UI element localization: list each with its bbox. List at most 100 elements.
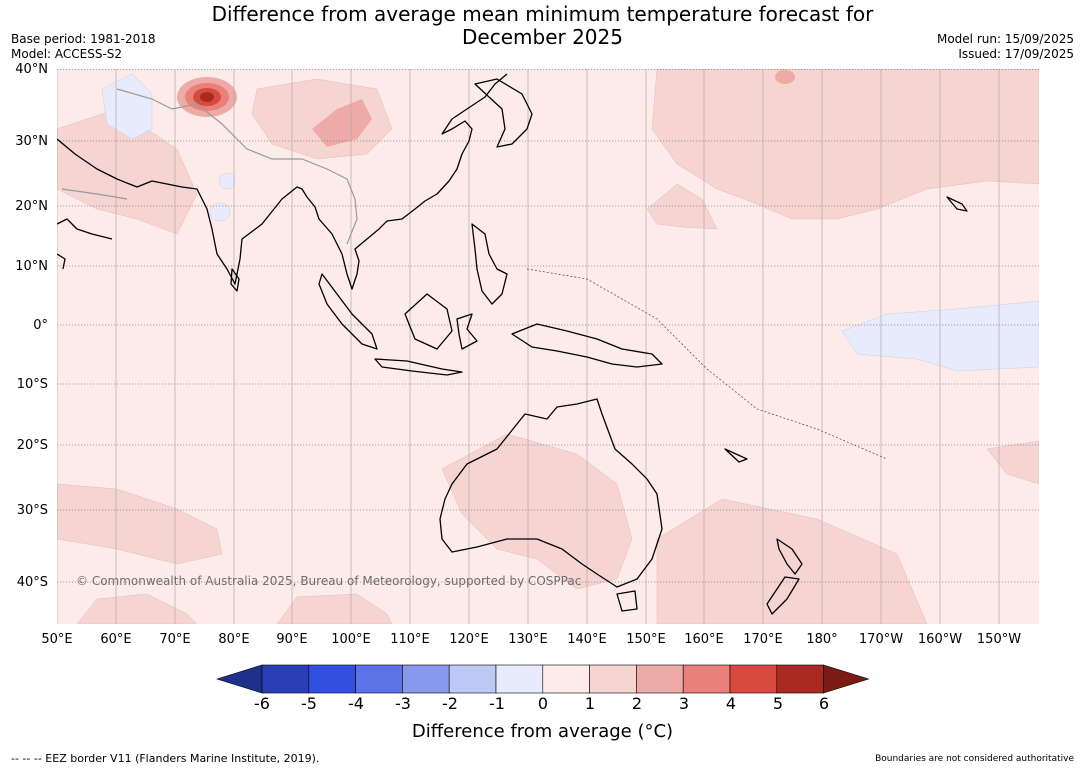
lon-label-160w: 160°W bbox=[917, 632, 963, 647]
coastlines bbox=[57, 73, 968, 615]
colorbar-cell bbox=[776, 664, 824, 694]
asia-coastline bbox=[57, 73, 508, 290]
lon-label-100e: 100°E bbox=[331, 632, 371, 647]
lon-label-150e: 150°E bbox=[626, 632, 666, 647]
anomaly-area-tasman bbox=[656, 498, 928, 624]
model-name: Model: ACCESS-S2 bbox=[11, 47, 123, 61]
lon-label-50e: 50°E bbox=[41, 632, 73, 647]
lon-label-110e: 110°E bbox=[390, 632, 430, 647]
colorbar-cell bbox=[636, 664, 684, 694]
lat-label-30n: 30°N bbox=[15, 134, 48, 149]
lon-label-120e: 120°E bbox=[449, 632, 489, 647]
colorbar-tick-4: 4 bbox=[725, 694, 737, 713]
map-layer bbox=[57, 69, 1039, 624]
colorbar-tick-2: 2 bbox=[631, 694, 643, 713]
meridians bbox=[57, 69, 1000, 624]
anomaly-area-india-cool bbox=[209, 202, 231, 222]
sulawesi bbox=[456, 313, 478, 350]
meta-right: Model run: 15/09/2025 Issued: 17/09/2025 bbox=[937, 32, 1074, 62]
lat-label-20s: 20°S bbox=[16, 438, 48, 453]
anomaly-area-west-pacific bbox=[646, 183, 718, 230]
sumatra bbox=[318, 273, 378, 350]
boundaries-note: Boundaries are not considered authoritat… bbox=[875, 754, 1074, 764]
anomaly-area-tibet-strong bbox=[312, 99, 372, 147]
africa-horn-coastline bbox=[57, 253, 66, 270]
colorbar-cell bbox=[589, 664, 637, 694]
anomaly-area-south-indian bbox=[57, 483, 223, 565]
australia-coastline bbox=[439, 398, 663, 588]
lat-label-40n: 40°N bbox=[15, 62, 48, 77]
lat-label-40s: 40°S bbox=[16, 575, 48, 590]
colorbar-tick-minus3: -3 bbox=[395, 694, 411, 713]
tasmania bbox=[616, 590, 638, 612]
colorbar-cell bbox=[682, 664, 731, 694]
model-run: Model run: 15/09/2025 bbox=[936, 32, 1074, 46]
lon-label-80e: 80°E bbox=[218, 632, 250, 647]
colorbar-cell bbox=[448, 664, 497, 694]
sri-lanka bbox=[230, 268, 240, 292]
java bbox=[374, 358, 463, 376]
asia-borders bbox=[116, 88, 358, 245]
new-zealand-north bbox=[776, 538, 803, 575]
philippines bbox=[471, 223, 508, 305]
copyright-notice: © Commonwealth of Australia 2025, Bureau… bbox=[76, 574, 582, 588]
new-zealand-south bbox=[766, 576, 800, 615]
eez-borders bbox=[526, 268, 888, 460]
lon-label-170w: 170°W bbox=[858, 632, 904, 647]
lon-label-160e: 160°E bbox=[684, 632, 724, 647]
lon-label-70e: 70°E bbox=[159, 632, 191, 647]
lat-label-20n: 20°N bbox=[15, 199, 48, 214]
lat-label-10s: 10°S bbox=[16, 377, 48, 392]
colorbar-cells bbox=[216, 664, 870, 694]
meta-left: Base period: 1981-2018 Model: ACCESS-S2 bbox=[11, 32, 156, 62]
title-line-2: December 2025 bbox=[462, 25, 623, 49]
colorbar-cell bbox=[261, 664, 310, 694]
anomaly-1-2-areas bbox=[57, 69, 1039, 624]
colorbar-tick-minus2: -2 bbox=[442, 694, 458, 713]
lat-label-0: 0° bbox=[33, 318, 48, 333]
anomaly-area-australia bbox=[441, 433, 633, 590]
issued-date: Issued: 17/09/2025 bbox=[958, 47, 1074, 61]
forecast-map[interactable]: © Commonwealth of Australia 2025, Bureau… bbox=[57, 69, 1039, 624]
title-line-1: Difference from average mean minimum tem… bbox=[211, 2, 874, 26]
anomaly-area-equatorial-pacific bbox=[841, 300, 1039, 372]
colorbar-tick-0: 0 bbox=[537, 694, 549, 713]
lon-label-170e: 170°E bbox=[743, 632, 783, 647]
new-caledonia bbox=[724, 448, 748, 463]
colorbar-title: Difference from average (°C) bbox=[411, 721, 674, 742]
anomaly-area-southern-ocean-west bbox=[76, 593, 198, 624]
colorbar-tick-6: 6 bbox=[818, 694, 830, 713]
lon-label-150w: 150°W bbox=[976, 632, 1022, 647]
colorbar-tick-minus6: -6 bbox=[254, 694, 270, 713]
anomaly-area-southern-ocean-mid bbox=[276, 593, 393, 624]
hawaii bbox=[946, 196, 968, 212]
anomaly-negative-areas bbox=[101, 73, 1039, 372]
colorbar-tick-minus1: -1 bbox=[489, 694, 505, 713]
colorbar-tick-5: 5 bbox=[772, 694, 784, 713]
colorbar-extend-high bbox=[823, 664, 870, 694]
lon-label-130e: 130°E bbox=[508, 632, 548, 647]
colorbar-cell bbox=[355, 664, 403, 694]
arabia-coastline bbox=[57, 218, 113, 240]
colorbar-cell bbox=[729, 664, 778, 694]
borneo bbox=[404, 293, 453, 350]
colorbar-extend-low bbox=[216, 664, 263, 694]
colorbar-tick-3: 3 bbox=[678, 694, 690, 713]
colorbar-cell bbox=[542, 664, 590, 694]
japan-korea bbox=[474, 78, 533, 148]
colorbar-tick-minus4: -4 bbox=[348, 694, 364, 713]
country-borders bbox=[61, 88, 358, 245]
lat-label-10n: 10°N bbox=[15, 259, 48, 274]
colorbar-cell bbox=[402, 664, 450, 694]
eez-note: -- -- -- EEZ border V11 (Flanders Marine… bbox=[11, 752, 320, 765]
lat-label-30s: 30°S bbox=[16, 503, 48, 518]
colorbar-tick-1: 1 bbox=[584, 694, 596, 713]
lon-label-60e: 60°E bbox=[100, 632, 132, 647]
base-period: Base period: 1981-2018 bbox=[11, 32, 156, 46]
new-guinea bbox=[511, 323, 663, 368]
lon-label-180: 180° bbox=[806, 632, 838, 647]
map-title: Difference from average mean minimum tem… bbox=[0, 3, 1085, 49]
lon-label-90e: 90°E bbox=[276, 632, 308, 647]
colorbar-cell bbox=[308, 664, 356, 694]
anomaly-area-afghanistan bbox=[101, 73, 153, 140]
